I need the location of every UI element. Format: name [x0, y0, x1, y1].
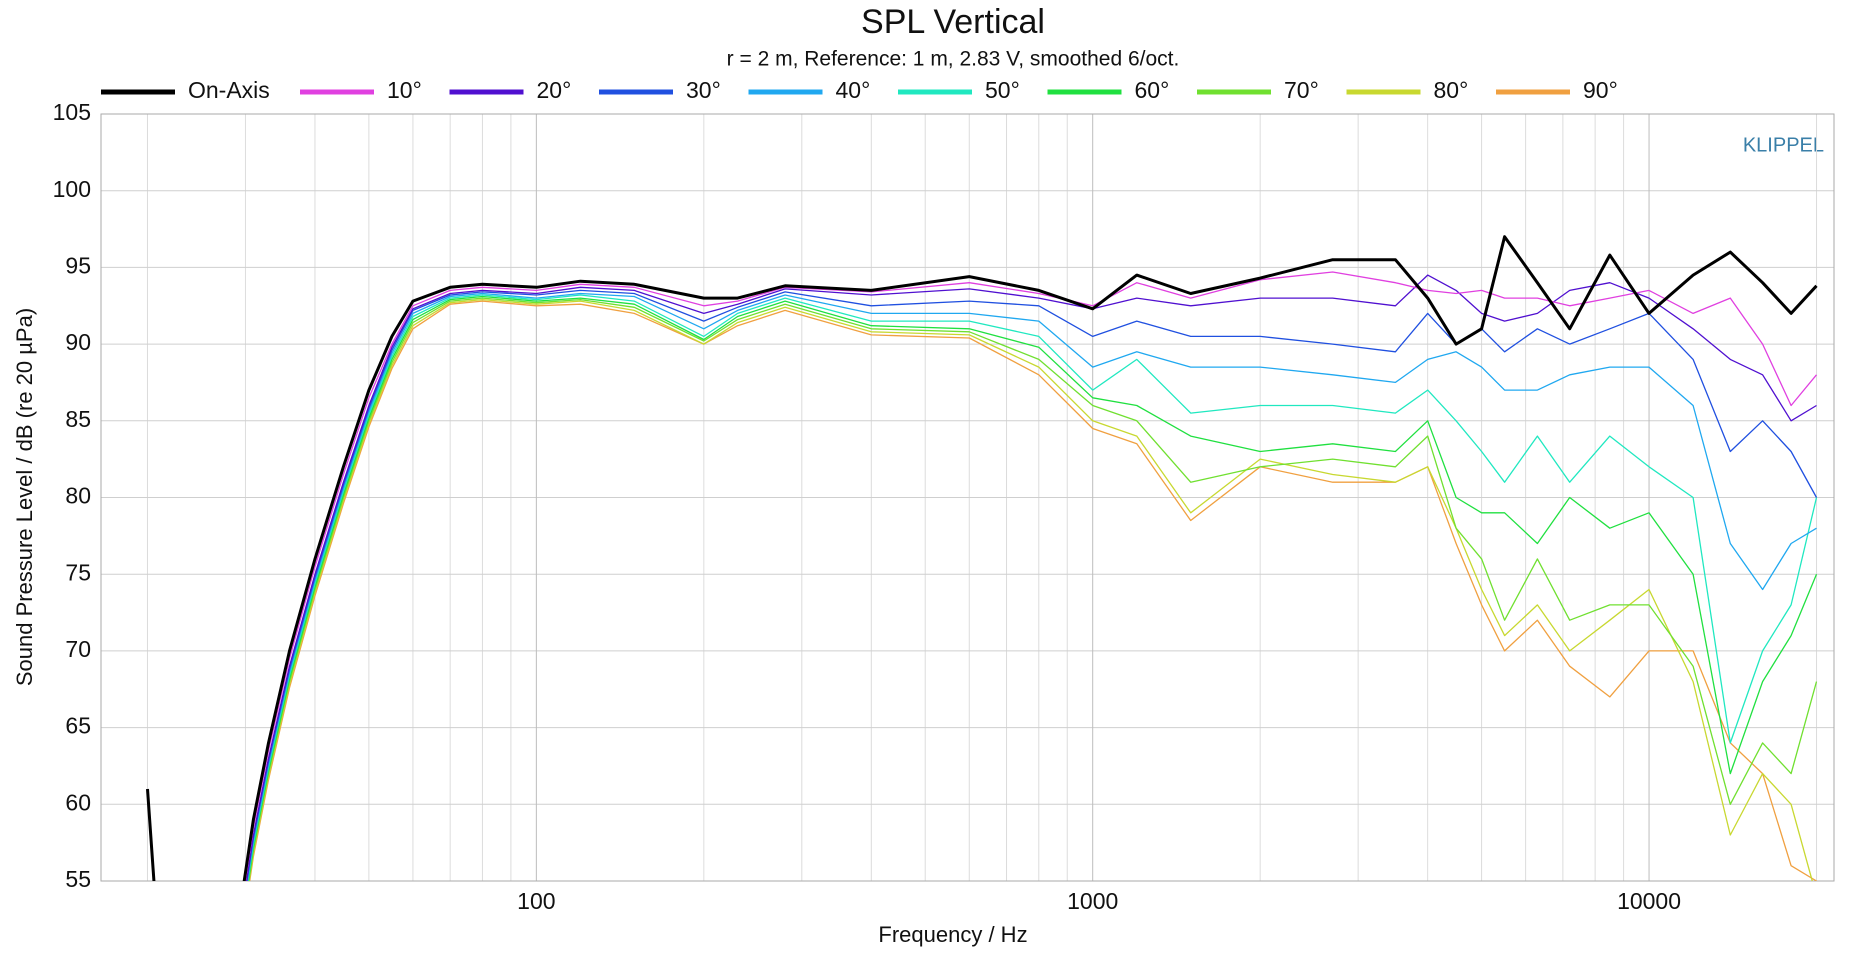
legend-label: On-Axis [188, 77, 270, 103]
series-line [146, 298, 1813, 881]
series-line [146, 297, 1818, 881]
legend-label: 70° [1284, 77, 1319, 103]
x-tick-label: 10000 [1617, 888, 1681, 914]
plot-frame [100, 113, 1835, 882]
x-tick-label: 100 [517, 888, 555, 914]
series-line [146, 300, 1817, 881]
y-tick-label: 85 [65, 406, 91, 432]
y-tick-label: 80 [65, 483, 91, 509]
legend-label: 30° [686, 77, 721, 103]
y-axis-label: Sound Pressure Level / dB (re 20 µPa) [12, 308, 37, 686]
y-tick-label: 70 [65, 636, 91, 662]
legend-label: 40° [836, 77, 871, 103]
y-tick-label: 90 [65, 329, 91, 355]
series-line [146, 235, 1818, 881]
plot-lines [146, 235, 1818, 881]
legend-label: 50° [985, 77, 1020, 103]
x-axis-label: Frequency / Hz [878, 922, 1027, 947]
legend-label: 60° [1135, 77, 1170, 103]
legend-label: 80° [1434, 77, 1469, 103]
y-tick-label: 105 [53, 99, 91, 125]
series-line [146, 274, 1817, 881]
series-line [146, 292, 1817, 881]
chart-subtitle: r = 2 m, Reference: 1 m, 2.83 V, smoothe… [727, 48, 1180, 71]
watermark: KLIPPEL [1743, 134, 1824, 156]
chart-title: SPL Vertical [861, 3, 1045, 41]
series-line [146, 295, 1818, 881]
series-line [146, 289, 1818, 881]
y-tick-label: 65 [65, 713, 91, 739]
y-tick-label: 60 [65, 789, 91, 815]
y-tick-label: 100 [53, 176, 91, 202]
series-line [146, 294, 1818, 881]
legend-label: 90° [1583, 77, 1618, 103]
legend-label: 20° [537, 77, 572, 103]
x-tick-label: 1000 [1067, 888, 1118, 914]
legend-label: 10° [387, 77, 422, 103]
y-tick-label: 75 [65, 559, 91, 585]
y-tick-label: 95 [65, 252, 91, 278]
y-tick-label: 55 [65, 866, 91, 892]
